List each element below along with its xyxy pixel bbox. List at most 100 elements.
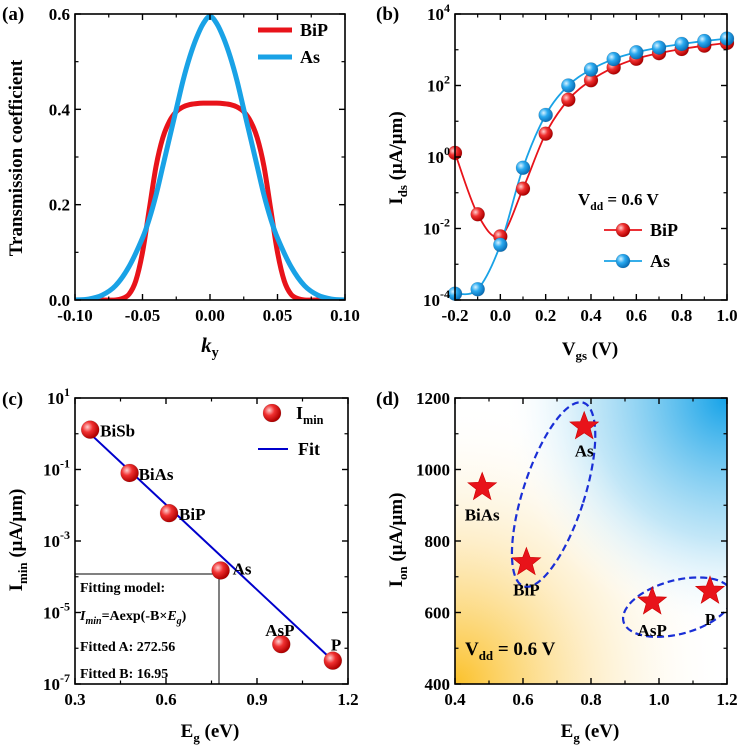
data-point-as — [211, 561, 230, 580]
y-tick-label: 10-1 — [43, 457, 70, 480]
panel-b: -0.2 0.0 0.2 0.4 0.6 0.8 1.0 10-4 10-2 100 102 104 V… — [386, 1, 738, 363]
x-tick-label: 0.8 — [671, 306, 692, 325]
x-tick-label: 0.6 — [155, 690, 176, 709]
data-point-bip — [470, 206, 485, 222]
point-label-bias: BiAs — [139, 465, 174, 484]
data-point-as — [515, 160, 531, 176]
point-label-p: P — [705, 610, 715, 629]
x-tick-label: 0.4 — [580, 306, 602, 325]
x-tick-label: 1.2 — [716, 690, 737, 709]
point-label-asp: AsP — [638, 621, 667, 640]
y-tick-label: 1200 — [416, 389, 450, 408]
y-tick-label: 10-7 — [43, 671, 70, 694]
data-point-p — [323, 651, 343, 670]
legend-marker-bip — [615, 222, 631, 238]
data-point-as — [697, 33, 712, 49]
fit-line-3: Fitted A: 272.56 — [80, 640, 175, 655]
y-tick-label: 101 — [47, 385, 70, 408]
y-tick-label: 0.2 — [49, 196, 70, 215]
y-tick-label: 10-5 — [43, 600, 70, 623]
y-axis-label: Transmission coefficient — [6, 59, 27, 256]
point-label-bip: BiP — [179, 505, 205, 524]
point-label-bisb: BiSb — [100, 422, 135, 441]
x-tick-label: 0.9 — [246, 690, 267, 709]
x-tick-label: 0.00 — [195, 306, 225, 325]
legend-marker-as — [615, 253, 631, 269]
panel-d: As BiAs BiP AsP P 0.4 0.6 0.8 1.0 1.2 400 600 800 100… — [386, 389, 738, 745]
panel-c: Fitting model: Imin=Aexp(-B×Eg) Fitted A: … — [6, 385, 359, 745]
data-point-bias — [120, 463, 139, 483]
x-axis-label: Eg (eV) — [561, 721, 620, 745]
legend-label-as: As — [300, 47, 320, 67]
x-tick-label: 0.2 — [535, 306, 556, 325]
data-point-as — [538, 107, 553, 123]
point-label-as: As — [233, 559, 252, 578]
fit-line-4: Fitted B: 16.95 — [80, 667, 168, 682]
x-tick-label: 0.05 — [263, 306, 293, 325]
group-ellipse-2 — [621, 576, 727, 638]
point-label-bias: BiAs — [465, 505, 500, 524]
data-star-bip — [511, 546, 542, 576]
legend-label-bip: BiP — [650, 220, 678, 240]
legend-marker-imin — [262, 403, 282, 423]
data-point-as — [583, 62, 599, 77]
data-point-as — [629, 44, 644, 60]
panel-label-d: (d) — [376, 389, 399, 410]
fit-line-2: Imin=Aexp(-B×Eg) — [79, 609, 187, 627]
fit-info-box — [74, 573, 220, 685]
x-tick-label: 0.3 — [64, 690, 85, 709]
data-point-as — [651, 40, 667, 55]
data-point-bisb — [80, 420, 100, 439]
x-tick-label: 1.2 — [337, 690, 358, 709]
x-tick-label: -0.2 — [442, 306, 469, 325]
panel-label-c: (c) — [2, 389, 23, 410]
data-star-asp — [637, 585, 668, 615]
legend-label-bip: BiP — [300, 20, 328, 40]
data-point-as — [606, 51, 621, 67]
legend-label-as: As — [650, 251, 670, 271]
vdd-annotation: Vdd = 0.6 V — [465, 639, 556, 663]
panel-label-a: (a) — [2, 4, 24, 25]
background-cool — [455, 398, 727, 684]
data-point-as — [674, 36, 689, 52]
data-point-as — [561, 78, 576, 93]
y-tick-label: 1000 — [416, 461, 450, 480]
y-tick-label: 10-4 — [423, 287, 450, 310]
data-star-bias — [467, 471, 498, 501]
y-axis-label: Imin (μA/μm) — [6, 489, 30, 592]
point-label-asp: AsP — [265, 621, 294, 640]
y-tick-label: 10-3 — [43, 528, 70, 551]
y-axis-label: Ion (μA/μm) — [386, 493, 410, 588]
x-tick-label: -0.05 — [125, 306, 160, 325]
data-star-p — [694, 575, 726, 604]
x-tick-label: -0.10 — [57, 306, 92, 325]
legend-label-fit: Fit — [298, 439, 320, 459]
data-point-bip — [561, 92, 576, 108]
y-tick-label: 800 — [425, 532, 451, 551]
data-point-bip — [538, 126, 553, 141]
data-point-asp — [271, 634, 291, 654]
x-tick-label: 1.0 — [648, 690, 669, 709]
x-tick-label: 0.6 — [512, 690, 533, 709]
x-tick-label: 0.4 — [444, 690, 466, 709]
x-axis-label: ky — [201, 333, 219, 361]
data-point-as — [493, 237, 508, 253]
legend-label-imin: Imin — [296, 403, 324, 427]
y-tick-label: 100 — [427, 144, 450, 167]
point-label-bip: BiP — [513, 580, 539, 599]
y-tick-label: 10-2 — [423, 216, 450, 239]
y-tick-label: 400 — [425, 675, 451, 694]
data-star-as — [569, 410, 600, 440]
series-line-bip — [75, 100, 345, 300]
x-tick-label: 0.10 — [330, 306, 360, 325]
group-ellipse-1 — [510, 401, 597, 588]
y-tick-label: 600 — [425, 604, 451, 623]
data-point-as — [470, 281, 485, 297]
data-point-bip — [515, 181, 531, 196]
y-axis-label: Ids (μA/μm) — [386, 111, 410, 204]
x-tick-label: 1.0 — [716, 306, 737, 325]
x-tick-label: 0.0 — [490, 306, 511, 325]
panel-label-b: (b) — [376, 4, 399, 25]
point-label-p: P — [331, 636, 341, 655]
